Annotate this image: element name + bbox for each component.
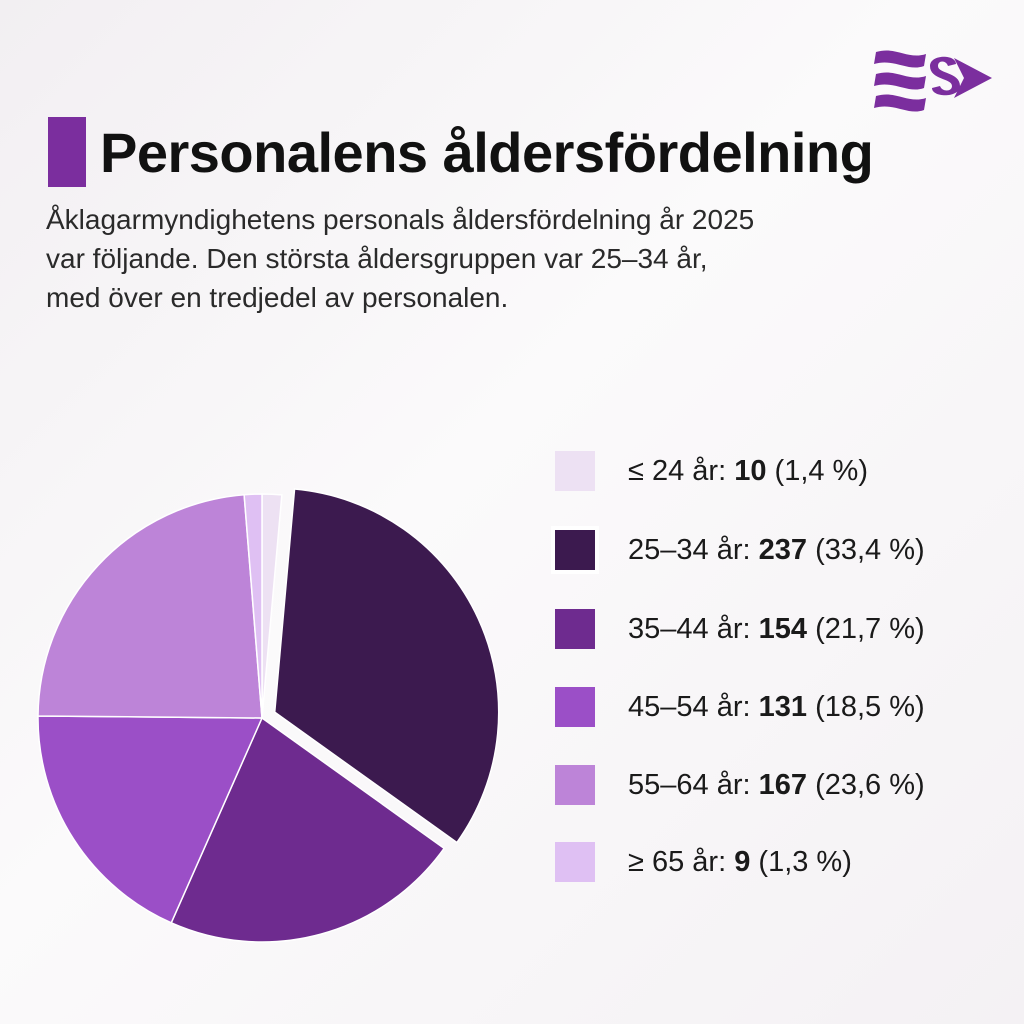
legend-swatch (555, 687, 595, 727)
legend-value: 10 (734, 455, 767, 487)
subtitle: Åklagarmyndighetens personals åldersförd… (46, 200, 946, 317)
legend-percent: (1,3 %) (758, 846, 852, 878)
legend-value: 237 (758, 534, 807, 566)
legend-label: 35–44 år: (628, 613, 751, 645)
legend-value: 154 (758, 613, 807, 645)
legend-label: ≤ 24 år: (628, 455, 727, 487)
pie-slice-25-34 (273, 488, 500, 844)
legend-percent: (33,4 %) (815, 534, 925, 566)
legend-percent: (1,4 %) (774, 455, 869, 487)
subtitle-line-1: Åklagarmyndighetens personals åldersförd… (46, 204, 755, 235)
legend-value: 131 (758, 691, 807, 723)
pie-slice-35-44 (170, 716, 446, 943)
subtitle-line-3: med över en tredjedel av personalen. (46, 282, 509, 313)
page-title: Personalens åldersfördelning (100, 121, 874, 184)
legend-label: ≥ 65 år: (628, 846, 727, 878)
legend-label: 25–34 år: (628, 534, 751, 566)
pie-slice-45-54 (37, 715, 264, 924)
legend-swatch (551, 526, 599, 574)
age-distribution-pie-chart (37, 488, 500, 943)
legend-swatch (555, 451, 595, 491)
legend-percent: (23,6 %) (815, 769, 925, 801)
legend-percent: (18,5 %) (815, 691, 925, 723)
legend-swatch (555, 842, 595, 882)
prosecution-authority-logo-icon (874, 50, 992, 112)
title-accent-bar (48, 117, 86, 187)
pie-slice-55-64 (37, 493, 263, 719)
legend-percent: (21,7 %) (815, 613, 925, 645)
subtitle-line-2: var följande. Den största åldersgruppen … (46, 243, 708, 274)
legend-value: 9 (734, 846, 751, 878)
legend-label: 55–64 år: (628, 769, 751, 801)
legend-swatch (555, 609, 595, 649)
legend-value: 167 (758, 769, 807, 801)
legend-label: 45–54 år: (628, 691, 751, 723)
legend-swatch (555, 765, 595, 805)
pie-slice-over-65 (243, 493, 263, 719)
